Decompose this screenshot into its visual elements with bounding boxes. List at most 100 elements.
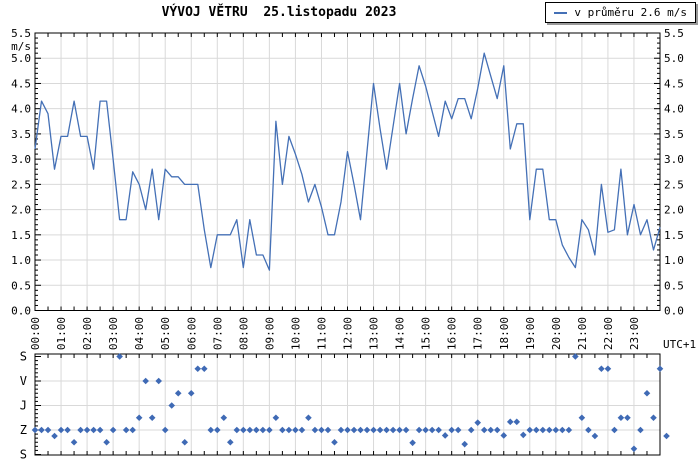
direction-marker: [135, 414, 143, 422]
direction-marker: [44, 426, 52, 434]
direction-marker: [57, 426, 65, 434]
direction-marker: [598, 365, 605, 373]
direction-marker: [96, 426, 104, 434]
direction-marker: [357, 426, 364, 434]
svg-text:23:00: 23:00: [628, 317, 641, 350]
svg-text:12:00: 12:00: [342, 317, 355, 350]
direction-marker: [246, 426, 254, 434]
speed-y-labels: 0.0 0.0 0.5 0.5 1.0 1.0 1.5 1.5 2.0 2.0 2.5 2.5 3.0 3…: [11, 27, 684, 318]
direction-marker: [500, 432, 508, 439]
direction-marker: [454, 426, 462, 434]
direction-marker: [656, 365, 664, 373]
direction-marker: [604, 365, 612, 373]
svg-text:03:00: 03:00: [107, 317, 120, 350]
svg-text:4.0: 4.0: [11, 103, 31, 116]
direction-marker: [350, 426, 358, 434]
svg-text:4.5: 4.5: [664, 77, 684, 90]
svg-text:3.5: 3.5: [664, 128, 684, 141]
svg-text:18:00: 18:00: [498, 317, 511, 350]
direction-marker: [233, 426, 241, 434]
svg-text:0.5: 0.5: [664, 279, 684, 292]
direction-marker: [83, 426, 91, 434]
direction-marker: [533, 426, 540, 434]
direction-marker: [344, 426, 351, 434]
direction-marker: [279, 426, 286, 434]
direction-marker: [90, 426, 97, 434]
speed-axes: [34, 32, 661, 311]
svg-text:2.5: 2.5: [11, 178, 31, 191]
direction-marker: [435, 426, 442, 434]
direction-marker: [487, 426, 495, 434]
direction-marker: [539, 426, 547, 434]
svg-text:08:00: 08:00: [237, 317, 250, 350]
svg-text:14:00: 14:00: [394, 317, 407, 350]
direction-marker: [585, 426, 592, 434]
direction-marker: [174, 389, 182, 397]
svg-text:19:00: 19:00: [524, 317, 537, 350]
direction-marker: [519, 431, 527, 439]
svg-text:2.0: 2.0: [664, 204, 684, 217]
direction-marker: [77, 426, 84, 434]
svg-text:J: J: [20, 399, 27, 413]
direction-marker: [266, 426, 273, 434]
svg-text:1.5: 1.5: [664, 229, 684, 242]
direction-marker: [572, 353, 579, 360]
direction-marker: [103, 438, 110, 446]
direction-marker: [467, 426, 475, 434]
direction-marker: [376, 426, 384, 434]
direction-marker: [461, 440, 468, 448]
legend-label: v průměru 2.6 m/s: [574, 6, 687, 19]
direction-marker: [441, 432, 449, 439]
svg-text:1.0: 1.0: [664, 254, 684, 267]
direction-marker: [448, 426, 455, 434]
wind-speed-line: [34, 52, 661, 271]
svg-text:02:00: 02:00: [81, 317, 94, 350]
direction-marker: [643, 389, 651, 397]
direction-marker: [187, 389, 195, 397]
direction-marker: [31, 426, 39, 434]
direction-marker: [552, 426, 560, 434]
direction-marker: [311, 426, 319, 434]
direction-grid: [35, 354, 660, 455]
direction-marker: [318, 426, 325, 434]
direction-marker: [200, 365, 208, 373]
direction-marker: [474, 419, 482, 426]
direction-marker: [415, 426, 423, 434]
direction-marker: [422, 426, 429, 434]
direction-marker: [38, 426, 45, 434]
direction-axes: [34, 353, 661, 456]
direction-marker: [526, 426, 534, 434]
direction-marker: [630, 445, 638, 453]
direction-marker: [253, 426, 260, 434]
direction-marker: [389, 426, 397, 434]
svg-text:4.0: 4.0: [664, 103, 684, 116]
direction-marker: [513, 418, 521, 426]
direction-marker: [559, 426, 566, 434]
direction-marker: [337, 426, 345, 434]
direction-marker: [142, 377, 149, 385]
svg-text:05:00: 05:00: [159, 317, 172, 350]
direction-marker: [402, 426, 410, 434]
svg-text:1.5: 1.5: [11, 229, 31, 242]
direction-marker: [259, 426, 267, 434]
direction-marker: [240, 426, 247, 434]
svg-text:13:00: 13:00: [368, 317, 381, 350]
y-unit-label: m/s: [11, 40, 31, 53]
direction-marker: [624, 414, 631, 422]
direction-marker: [227, 438, 234, 446]
direction-marker: [383, 426, 390, 434]
svg-text:15:00: 15:00: [420, 317, 433, 350]
svg-text:S: S: [20, 448, 27, 461]
direction-marker: [129, 426, 136, 434]
direction-marker: [428, 426, 436, 434]
direction-marker: [213, 426, 221, 434]
svg-text:01:00: 01:00: [55, 317, 68, 350]
direction-marker: [611, 426, 618, 434]
svg-text:5.0: 5.0: [11, 52, 31, 65]
svg-text:11:00: 11:00: [315, 317, 328, 350]
direction-marker: [272, 414, 280, 422]
legend-line-symbol: [554, 11, 568, 14]
direction-marker: [155, 377, 162, 385]
direction-marker: [122, 426, 130, 434]
svg-text:0.0: 0.0: [11, 305, 31, 318]
